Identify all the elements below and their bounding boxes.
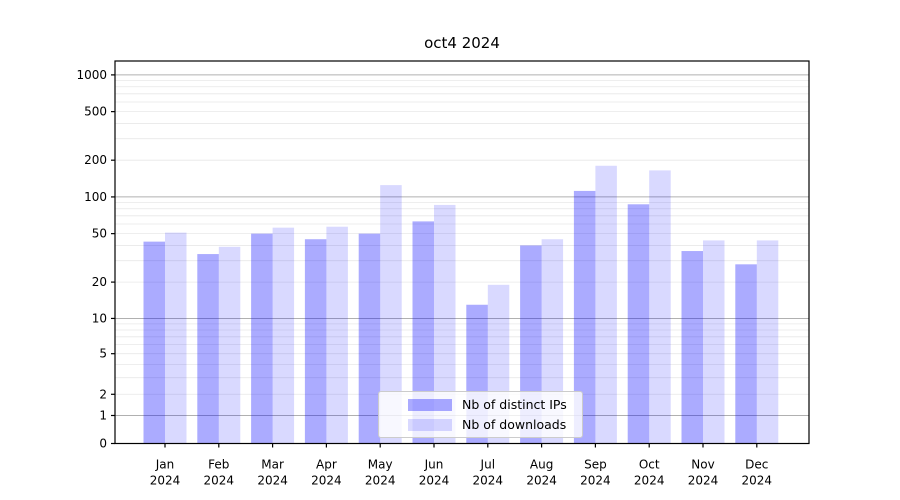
y-tick-label: 200 [84,153,107,167]
legend-label-distinct-ips: Nb of distinct IPs [462,397,567,412]
x-tick-label-year: 2024 [311,474,342,488]
x-tick-label-year: 2024 [688,474,719,488]
x-tick-label-month: Jun [424,458,444,472]
x-tick-label-month: Apr [316,458,337,472]
y-tick-label: 20 [92,275,107,289]
y-tick-label: 2 [99,387,107,401]
bar-nb-of-downloads-dec [756,240,779,444]
bar-nb-of-distinct-ips-apr [304,239,327,444]
y-tick-label: 0 [99,437,107,451]
legend-swatch-downloads [408,418,452,431]
bar-nb-of-downloads-feb [218,246,241,444]
bar-nb-of-downloads-may [380,185,402,444]
bar-nb-of-distinct-ips-jun [412,221,434,444]
bar-nb-of-downloads-nov [703,240,725,444]
x-tick-label-year: 2024 [150,474,181,488]
legend-item-downloads: Nb of downloads [408,417,582,432]
legend-item-distinct-ips: Nb of distinct IPs [408,397,582,412]
bar-nb-of-distinct-ips-dec [735,264,757,444]
x-tick-label-year: 2024 [257,474,288,488]
bar-nb-of-distinct-ips-feb [197,254,219,444]
x-tick-label-year: 2024 [526,474,557,488]
y-tick-label: 500 [84,105,107,119]
bar-nb-of-distinct-ips-sep [573,190,596,444]
bar-nb-of-distinct-ips-jan [143,241,165,444]
x-tick-label-month: Jan [155,458,175,472]
y-tick-label: 100 [84,190,107,204]
x-tick-label-month: Feb [208,458,229,472]
x-tick-label-month: Sep [584,458,607,472]
x-tick-label-year: 2024 [634,474,665,488]
x-tick-label-month: Oct [639,458,660,472]
legend-swatch-distinct-ips [408,398,452,411]
x-tick-label-year: 2024 [473,474,504,488]
x-tick-label-year: 2024 [742,474,773,488]
x-tick-label-year: 2024 [580,474,611,488]
y-tick-label: 1 [99,408,107,422]
x-tick-label-month: Nov [691,458,714,472]
x-tick-label-year: 2024 [204,474,235,488]
bar-nb-of-downloads-apr [326,226,348,444]
bar-nb-of-distinct-ips-mar [251,233,273,444]
x-tick-label-year: 2024 [365,474,396,488]
chart-title: oct4 2024 [424,34,500,52]
bar-nb-of-downloads-oct [649,170,671,444]
bar-nb-of-downloads-mar [272,227,295,444]
x-tick-label-month: Aug [530,458,553,472]
x-tick-label-year: 2024 [419,474,450,488]
y-tick-label: 1000 [76,68,107,82]
bar-nb-of-downloads-sep [595,165,617,444]
x-tick-label-month: Mar [261,458,284,472]
bar-nb-of-downloads-jun [434,204,456,444]
y-tick-label: 50 [92,227,107,241]
bar-nb-of-downloads-jan [165,232,187,444]
legend: Nb of distinct IPs Nb of downloads [378,391,583,438]
bar-nb-of-distinct-ips-nov [681,251,703,444]
y-tick-label: 5 [99,347,107,361]
x-tick-label-month: May [368,458,393,472]
x-tick-label-month: Dec [745,458,768,472]
legend-label-downloads: Nb of downloads [462,417,567,432]
x-tick-label-month: Jul [480,458,495,472]
bar-nb-of-distinct-ips-may [358,233,381,444]
plot-frame [114,60,810,445]
bar-nb-of-distinct-ips-oct [627,204,650,444]
y-tick-label: 10 [92,311,107,325]
